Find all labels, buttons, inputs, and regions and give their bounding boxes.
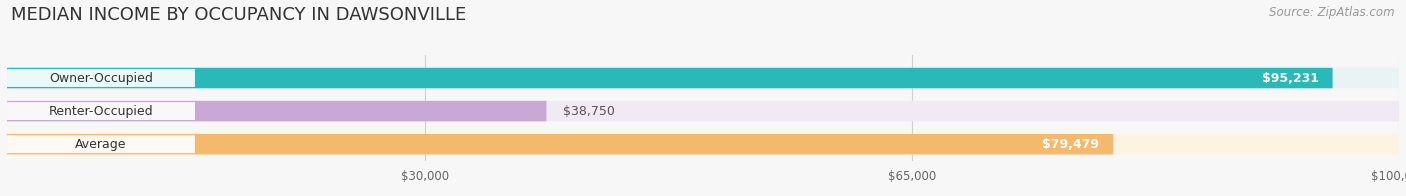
Text: $38,750: $38,750 <box>564 105 614 118</box>
Text: $79,479: $79,479 <box>1042 138 1099 151</box>
Text: Owner-Occupied: Owner-Occupied <box>49 72 153 84</box>
FancyBboxPatch shape <box>7 134 1399 154</box>
FancyBboxPatch shape <box>7 69 195 87</box>
FancyBboxPatch shape <box>7 134 1114 154</box>
Text: Average: Average <box>76 138 127 151</box>
FancyBboxPatch shape <box>7 68 1399 88</box>
FancyBboxPatch shape <box>7 135 195 153</box>
FancyBboxPatch shape <box>7 102 195 120</box>
Text: MEDIAN INCOME BY OCCUPANCY IN DAWSONVILLE: MEDIAN INCOME BY OCCUPANCY IN DAWSONVILL… <box>11 6 467 24</box>
FancyBboxPatch shape <box>7 101 547 121</box>
FancyBboxPatch shape <box>7 68 1333 88</box>
Text: $95,231: $95,231 <box>1261 72 1319 84</box>
Text: Source: ZipAtlas.com: Source: ZipAtlas.com <box>1270 6 1395 19</box>
FancyBboxPatch shape <box>7 101 1399 121</box>
Text: Renter-Occupied: Renter-Occupied <box>49 105 153 118</box>
